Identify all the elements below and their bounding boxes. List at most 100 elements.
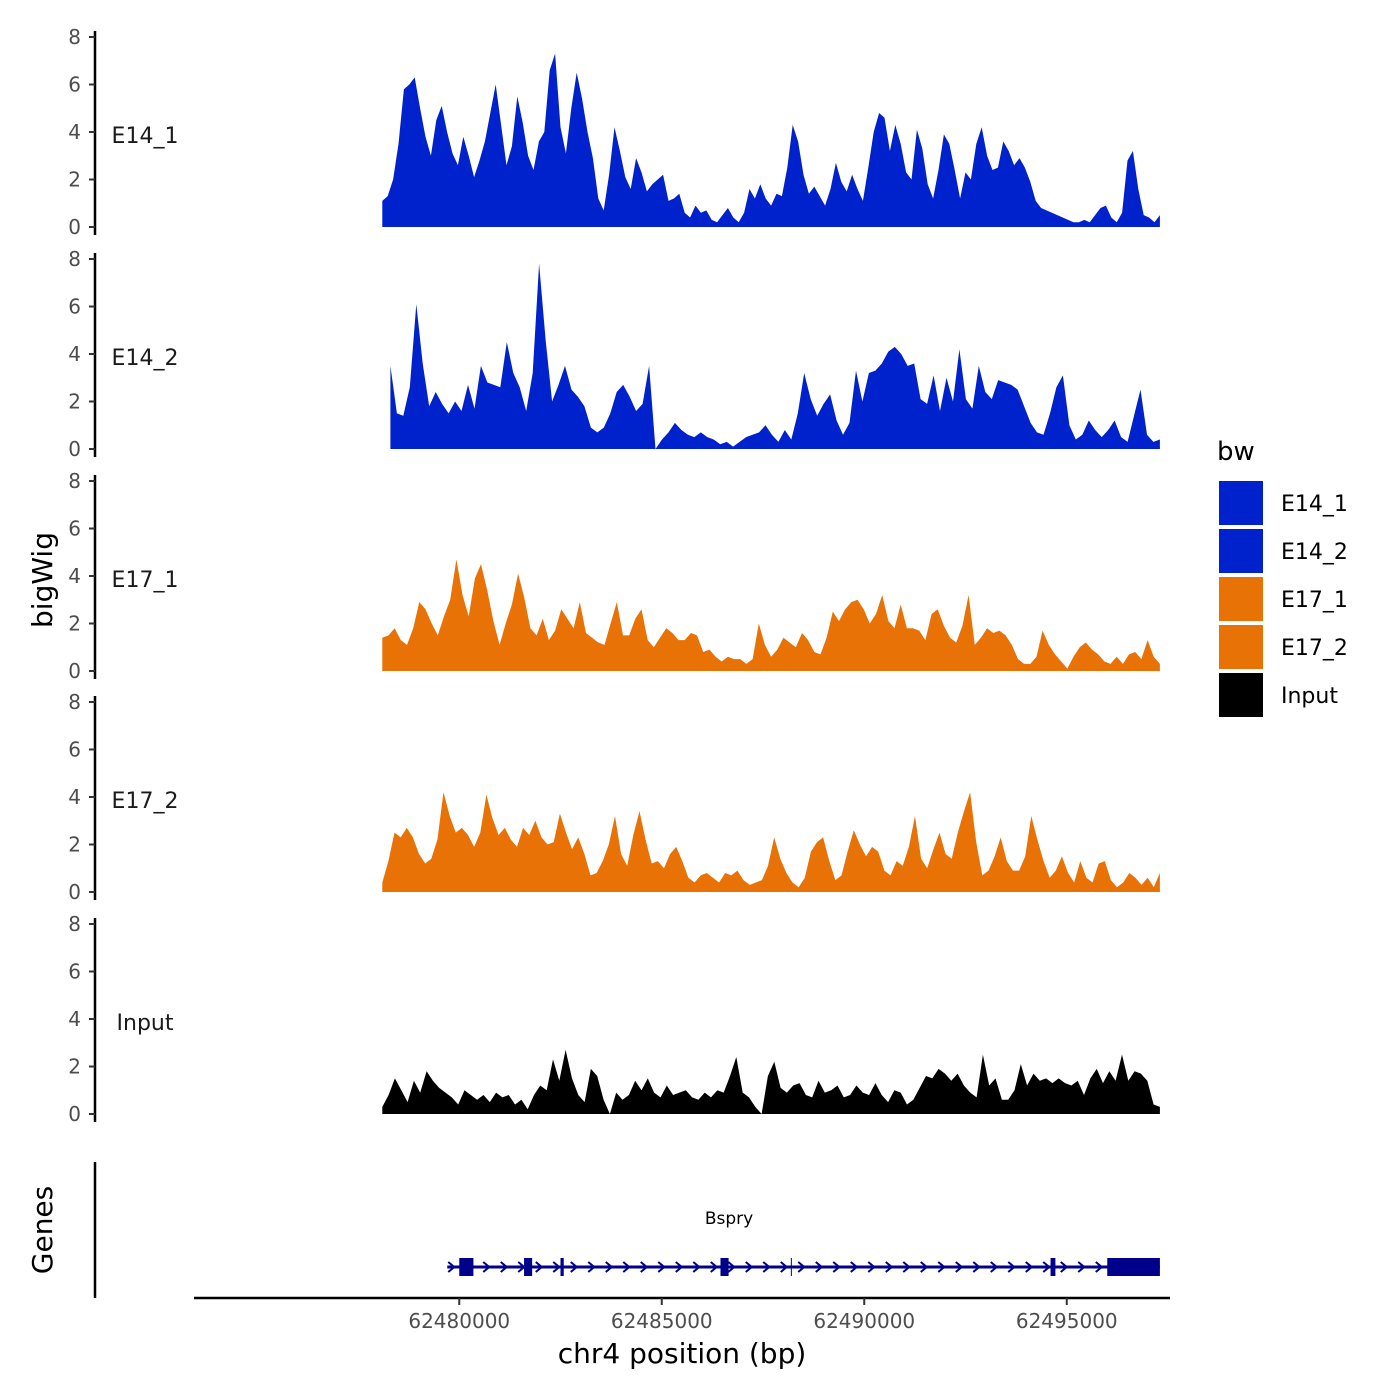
- strand-chevron: [780, 1261, 789, 1273]
- strand-chevron: [745, 1261, 754, 1273]
- strand-chevron: [920, 1261, 929, 1273]
- y-tick-label: 2: [68, 168, 81, 192]
- strand-chevron: [447, 1261, 456, 1273]
- y-tick-label: 0: [68, 659, 81, 683]
- track-Input: 0 2 4 6 8 Input: [68, 912, 1160, 1126]
- y-tick-label: 6: [68, 517, 81, 541]
- y-tick-label: 6: [68, 295, 81, 319]
- genes-axis-title: Genes: [26, 1186, 59, 1274]
- strand-chevron: [552, 1261, 561, 1273]
- gene-name-label: Bspry: [705, 1209, 753, 1229]
- y-axis-title: bigWig: [26, 532, 59, 628]
- track-E14_2: 0 2 4 6 8 E14_2: [68, 247, 1160, 461]
- y-tick-label: 8: [68, 247, 81, 271]
- gene-exon: [459, 1258, 474, 1276]
- y-tick-label: 2: [68, 1055, 81, 1079]
- y-tick-label: 0: [68, 1102, 81, 1126]
- track-E14_1: 0 2 4 6 8 E14_1: [68, 25, 1160, 239]
- y-tick-label: 0: [68, 880, 81, 904]
- signal-area-E17_1: [382, 559, 1160, 671]
- strand-chevron: [710, 1261, 719, 1273]
- legend-label-E14_2: E14_2: [1281, 540, 1348, 565]
- strand-chevron: [867, 1261, 876, 1273]
- y-tick-label: 4: [68, 1007, 81, 1031]
- track-label: E17_1: [112, 568, 179, 593]
- legend-swatch-Input: [1219, 673, 1263, 717]
- track-label: E14_2: [112, 346, 179, 371]
- strand-chevron: [587, 1261, 596, 1273]
- y-tick-label: 8: [68, 690, 81, 714]
- strand-chevron: [1060, 1261, 1069, 1273]
- y-tick-label: 4: [68, 785, 81, 809]
- y-tick-label: 2: [68, 612, 81, 636]
- strand-chevron: [1042, 1261, 1051, 1273]
- x-tick-label: 62495000: [1016, 1309, 1118, 1333]
- y-tick-label: 6: [68, 960, 81, 984]
- track-label: E14_1: [112, 124, 179, 149]
- x-axis-title: chr4 position (bp): [558, 1337, 807, 1370]
- x-tick-label: 62480000: [408, 1309, 510, 1333]
- strand-chevron: [657, 1261, 666, 1273]
- gene-exon: [560, 1258, 564, 1276]
- track-E17_2: 0 2 4 6 8 E17_2: [68, 690, 1160, 904]
- y-tick-label: 6: [68, 738, 81, 762]
- y-tick-label: 2: [68, 833, 81, 857]
- strand-chevron: [762, 1261, 771, 1273]
- legend-title: bw: [1217, 437, 1255, 467]
- strand-chevron: [832, 1261, 841, 1273]
- track-label: E17_2: [112, 789, 179, 814]
- strand-chevron: [692, 1261, 701, 1273]
- legend-swatch-E14_1: [1219, 481, 1263, 525]
- y-tick-label: 4: [68, 120, 81, 144]
- strand-chevron: [902, 1261, 911, 1273]
- strand-chevron: [815, 1261, 824, 1273]
- signal-area-E14_1: [382, 53, 1160, 227]
- y-tick-label: 8: [68, 25, 81, 49]
- gene-exon: [1050, 1258, 1056, 1276]
- legend-label-E14_1: E14_1: [1281, 492, 1348, 517]
- gene-exon: [1107, 1258, 1160, 1276]
- legend-label-E17_2: E17_2: [1281, 636, 1348, 661]
- y-tick-label: 0: [68, 215, 81, 239]
- strand-chevron: [570, 1261, 579, 1273]
- strand-chevron: [990, 1261, 999, 1273]
- strand-chevron: [500, 1261, 509, 1273]
- track-E17_1: 0 2 4 6 8 E17_1: [68, 469, 1160, 683]
- strand-chevron: [1077, 1261, 1086, 1273]
- strand-chevron: [727, 1261, 736, 1273]
- x-axis: 62480000 62485000 62490000 62495000: [194, 1296, 1170, 1333]
- gene-exon: [720, 1258, 729, 1276]
- gene-exon: [524, 1258, 533, 1276]
- strand-chevron: [1025, 1261, 1034, 1273]
- signal-area-Input: [382, 1049, 1160, 1114]
- y-tick-label: 6: [68, 73, 81, 97]
- y-tick-label: 4: [68, 564, 81, 588]
- legend-swatch-E14_2: [1219, 529, 1263, 573]
- legend-swatch-E17_1: [1219, 577, 1263, 621]
- signal-area-E14_2: [390, 263, 1160, 449]
- x-tick-label: 62490000: [813, 1309, 915, 1333]
- y-tick-label: 4: [68, 342, 81, 366]
- strand-chevron: [675, 1261, 684, 1273]
- strand-chevron: [885, 1261, 894, 1273]
- strand-chevron: [1095, 1261, 1104, 1273]
- strand-chevron: [797, 1261, 806, 1273]
- strand-chevron: [640, 1261, 649, 1273]
- y-tick-label: 8: [68, 912, 81, 936]
- y-tick-label: 2: [68, 390, 81, 414]
- legend: bw E14_1 E14_2 E17_1 E17_2 Input: [1217, 437, 1348, 717]
- strand-chevron: [482, 1261, 491, 1273]
- strand-chevron: [972, 1261, 981, 1273]
- legend-label-Input: Input: [1281, 684, 1338, 709]
- gene-track: Bspry: [93, 1162, 1160, 1298]
- strand-chevron: [622, 1261, 631, 1273]
- signal-area-E17_2: [382, 792, 1160, 892]
- signal-tracks: 0 2 4 6 8 E14_1 0 2 4 6 8 E14_2 0 2 4 6 8 E17_1 0 2 4 6 8 E17_2…: [68, 25, 1160, 1126]
- x-tick-label: 62485000: [611, 1309, 713, 1333]
- legend-label-E17_1: E17_1: [1281, 588, 1348, 613]
- strand-chevron: [605, 1261, 614, 1273]
- strand-chevron: [850, 1261, 859, 1273]
- strand-chevron: [955, 1261, 964, 1273]
- strand-chevron: [937, 1261, 946, 1273]
